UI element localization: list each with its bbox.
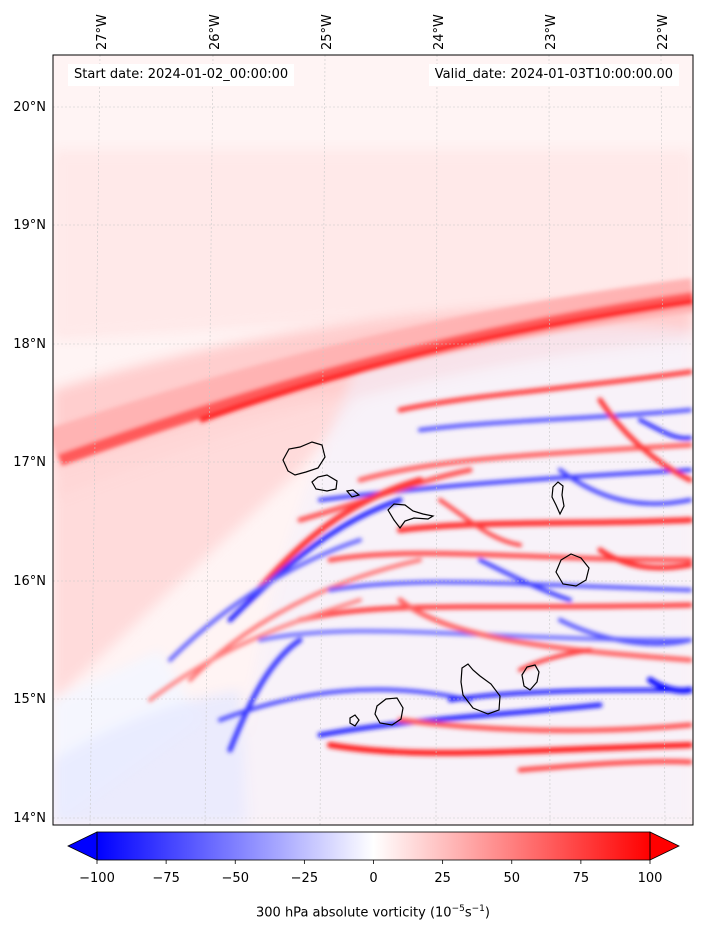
latitude-ticks: 20°N 19°N 18°N 17°N 16°N 15°N 14°N [13,100,46,826]
colorbar-ticks: −100 −75 −50 −25 0 25 50 75 100 [79,860,662,886]
colorbar-max-extension [649,831,680,861]
start-date-label: Start date: 2024-01-02_00:00:00 [68,64,295,86]
colorbar-tick-label: −25 [291,871,318,886]
colorbar-tick-label: −75 [152,871,179,886]
island-santa-luzia [345,489,361,498]
colorbar-tick-label: 75 [573,871,590,886]
colorbar-tick-label: 0 [369,871,377,886]
lon-tick-23w: 23°W [544,14,559,50]
map-frame [52,54,694,826]
island-boa-vista [555,553,590,587]
colorbar-label: 300 hPa absolute vorticity (10−5s−1) [0,904,703,920]
colorbar-label-suffix: ) [484,905,490,921]
valid-date-label: Valid_date: 2024-01-03T10:00:00.00 [428,64,679,86]
lat-tick-15n: 15°N [13,692,46,707]
colorbar-tick-label: 25 [434,871,451,886]
vorticity-filaments [148,369,693,773]
lat-tick-20n: 20°N [13,100,46,115]
lon-tick-24w: 24°W [432,14,447,50]
lon-tick-26w: 26°W [208,14,223,50]
colorbar-tick-label: 50 [503,871,520,886]
island-maio [521,664,540,691]
lat-tick-16n: 16°N [13,574,46,589]
lon-tick-22w: 22°W [656,14,671,50]
colorbar-label-mid: s [464,905,472,921]
lon-tick-27w: 27°W [95,14,110,50]
lat-tick-14n: 14°N [13,811,46,826]
lat-tick-17n: 17°N [13,455,46,470]
lat-tick-18n: 18°N [13,337,46,352]
colorbar: −100 −75 −50 −25 0 25 50 75 100 [67,831,680,886]
island-santo-antao [282,441,326,476]
map-plot-area [53,55,693,825]
colorbar-min-extension [67,831,98,861]
island-sal [551,481,565,516]
colorbar-gradient [97,832,650,860]
island-brava [349,714,360,727]
vorticity-background-field [53,150,693,825]
map-gridlines [53,55,693,825]
colorbar-tick-label: −50 [222,871,249,886]
lon-tick-25w: 25°W [320,14,335,50]
lat-tick-19n: 19°N [13,218,46,233]
colorbar-label-exp1: −5 [451,904,465,914]
colorbar-label-prefix: 300 hPa absolute vorticity (10 [256,905,452,921]
island-sao-vicente [311,474,338,492]
coastlines [282,441,590,727]
island-santiago [460,663,501,715]
island-sao-nicolau [387,503,435,530]
vorticity-jet-band [53,278,693,466]
colorbar-label-exp2: −1 [471,904,485,914]
colorbar-tick-label: −100 [79,871,115,886]
island-fogo [374,697,404,726]
colorbar-tick-label: 100 [638,871,663,886]
longitude-ticks: 27°W 26°W 25°W 24°W 23°W 22°W [95,14,671,50]
